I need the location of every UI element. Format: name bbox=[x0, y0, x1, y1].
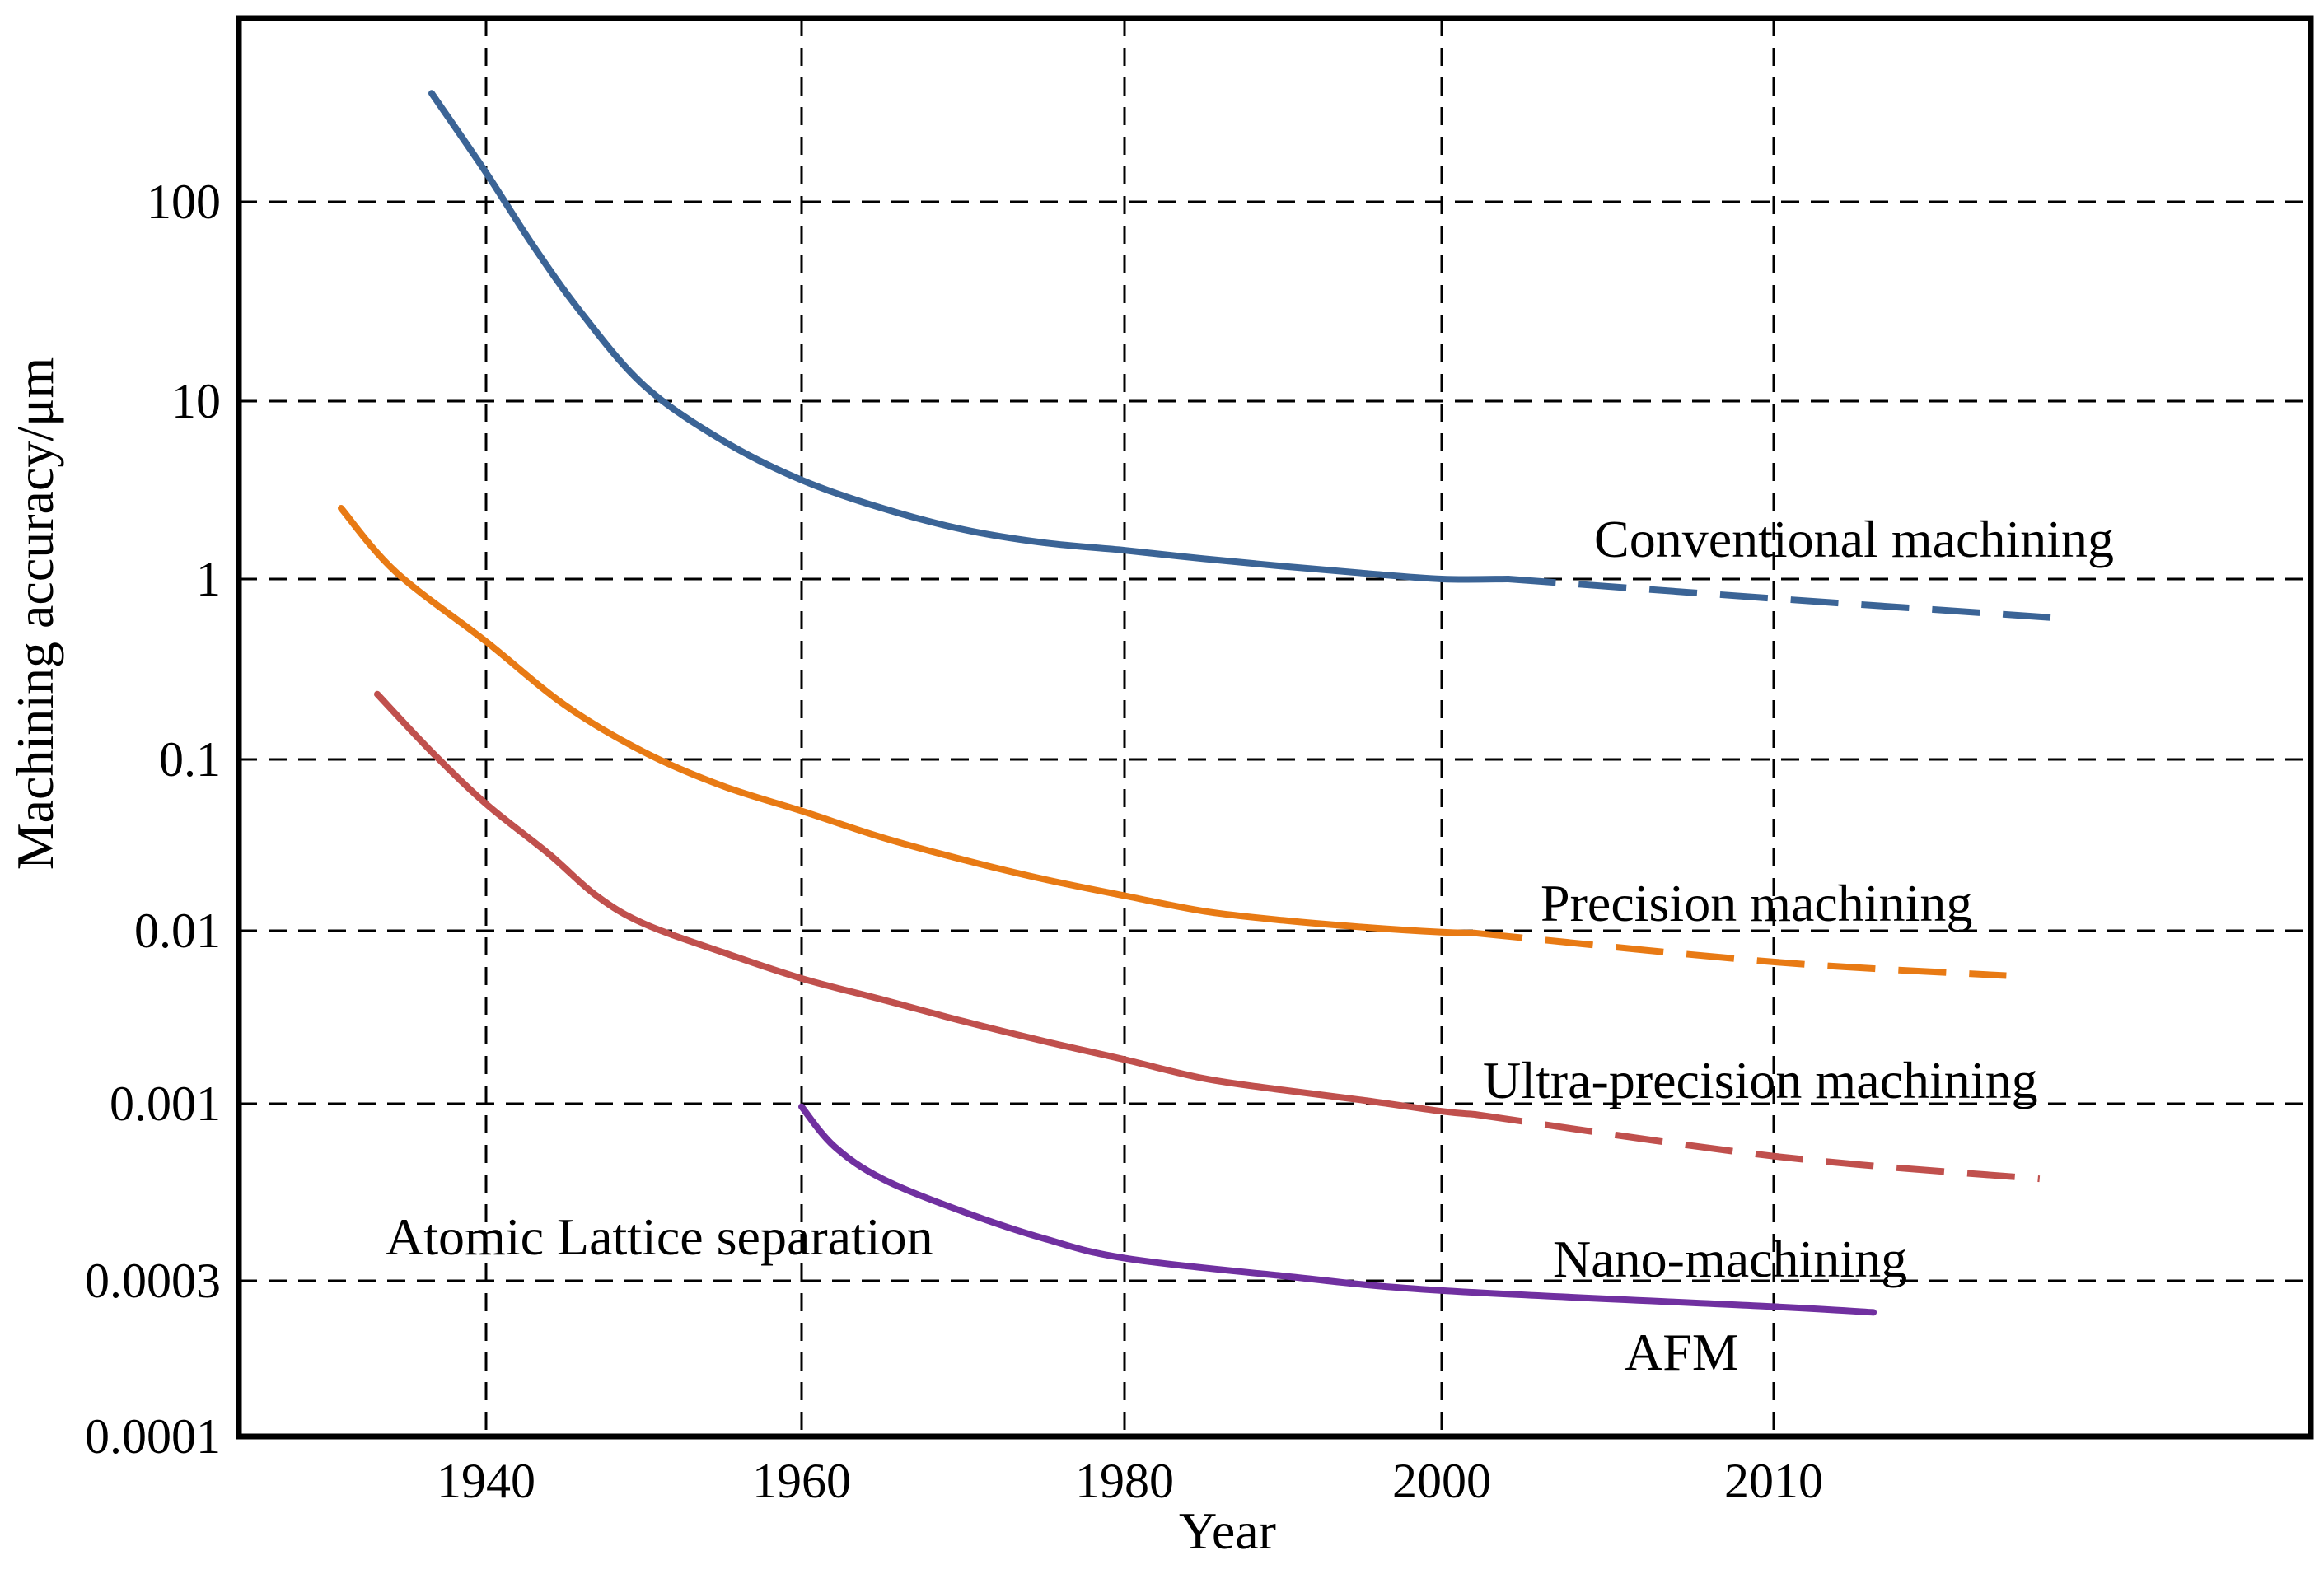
y-tick-label: 0.01 bbox=[134, 904, 221, 958]
x-axis-title: Year bbox=[1179, 1502, 1276, 1560]
label-precision-machining: Precision machining bbox=[1541, 874, 1972, 932]
x-tick-label: 1940 bbox=[437, 1454, 535, 1508]
y-tick-label: 0.0001 bbox=[85, 1409, 221, 1464]
y-tick-label: 0.001 bbox=[110, 1077, 221, 1131]
series-projection-precision-machining bbox=[1474, 929, 2007, 979]
label-nano-machining: Nano-machining bbox=[1553, 1230, 1907, 1288]
x-tick-label: 2000 bbox=[1392, 1454, 1491, 1508]
label-atomic-lattice-separation: Atomic Lattice separation bbox=[386, 1207, 933, 1266]
grid-layer bbox=[239, 18, 2311, 1436]
y-tick-label: 100 bbox=[147, 175, 221, 229]
label-afm: AFM bbox=[1625, 1323, 1739, 1381]
series-line-conventional-machining bbox=[428, 90, 1512, 583]
series-projection-ultra-precision-machining bbox=[1474, 1111, 2041, 1183]
label-conventional-machining: Conventional machining bbox=[1594, 510, 2114, 568]
y-tick-label: 0.0003 bbox=[85, 1254, 221, 1308]
series-projection-conventional-machining bbox=[1508, 576, 2074, 623]
y-tick-label: 1 bbox=[196, 552, 221, 606]
series-line-precision-machining bbox=[338, 505, 1479, 936]
y-tick-label: 10 bbox=[171, 374, 221, 428]
x-tick-label: 1980 bbox=[1075, 1454, 1174, 1508]
tick-layer: 1940 1960 1980 2000 2010 100 10 1 0.1 0.01 0.001 0.… bbox=[85, 175, 1823, 1508]
series-line-nano-machining bbox=[798, 1103, 1877, 1316]
plot-frame bbox=[236, 15, 2314, 1440]
y-tick-label: 0.1 bbox=[159, 732, 221, 787]
x-tick-label: 1960 bbox=[752, 1454, 851, 1508]
y-axis-title: Machining accuracy/μm bbox=[6, 357, 64, 871]
series-line-ultra-precision-machining bbox=[374, 690, 1479, 1118]
label-ultra-precision-machining: Ultra-precision machining bbox=[1483, 1051, 2038, 1109]
x-tick-label: 2010 bbox=[1724, 1454, 1823, 1508]
series-layer bbox=[338, 90, 2074, 1316]
